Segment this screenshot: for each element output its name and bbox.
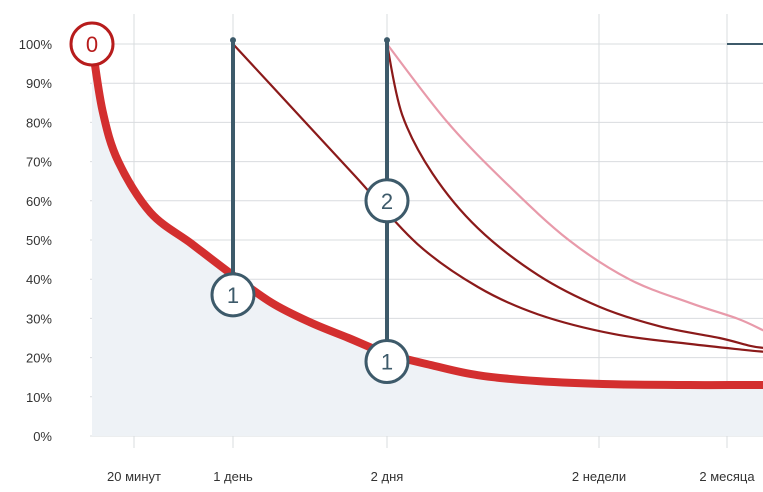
y-tick-label: 100% bbox=[19, 37, 53, 52]
x-tick-label: 20 минут bbox=[107, 469, 161, 484]
series-line-repeat-1 bbox=[231, 42, 763, 353]
y-tick-label: 0% bbox=[33, 429, 52, 444]
y-axis-ticks: 0% 10% 20% 30% 40% 50% 60% 70% 80% 90% 100% bbox=[19, 37, 53, 444]
y-tick-label: 10% bbox=[26, 390, 52, 405]
vertical-marker-cap bbox=[230, 37, 236, 44]
marker-circle-1 bbox=[364, 339, 410, 385]
retention-area bbox=[92, 44, 763, 436]
y-tick-label: 80% bbox=[26, 115, 52, 130]
y-tick-label: 40% bbox=[26, 272, 52, 287]
series-line-repeat-2 bbox=[385, 42, 763, 349]
area-layer bbox=[92, 44, 763, 436]
y-tick-label: 20% bbox=[26, 351, 52, 366]
marker-circle-1 bbox=[210, 272, 256, 318]
x-tick-label: 2 недели bbox=[572, 469, 626, 484]
x-tick-label: 1 день bbox=[213, 469, 253, 484]
marker-circle-0 bbox=[69, 21, 115, 67]
series-line-main bbox=[88, 40, 763, 390]
marker-label-0: 0 bbox=[86, 32, 98, 57]
series-layer bbox=[88, 40, 763, 390]
marker-circle-2 bbox=[364, 178, 410, 224]
series-line-repeat-3 bbox=[385, 42, 763, 332]
marker-label-2: 2 bbox=[381, 189, 393, 214]
marker-label-1: 1 bbox=[227, 283, 239, 308]
y-tick-label: 70% bbox=[26, 155, 52, 170]
vertical-markers bbox=[230, 37, 763, 362]
y-tick-label: 60% bbox=[26, 194, 52, 209]
y-tick-label: 30% bbox=[26, 311, 52, 326]
vertical-marker-cap bbox=[384, 37, 390, 44]
x-tick-label: 2 дня bbox=[371, 469, 404, 484]
markers: 0 1 1 2 bbox=[69, 21, 410, 385]
x-tick-label: 2 месяца bbox=[699, 469, 755, 484]
y-tick-label: 50% bbox=[26, 233, 52, 248]
y-tick-label: 90% bbox=[26, 76, 52, 91]
marker-label-1: 1 bbox=[381, 350, 393, 375]
x-axis-ticks: 20 минут 1 день 2 дня 2 недели 2 месяца bbox=[107, 469, 755, 484]
